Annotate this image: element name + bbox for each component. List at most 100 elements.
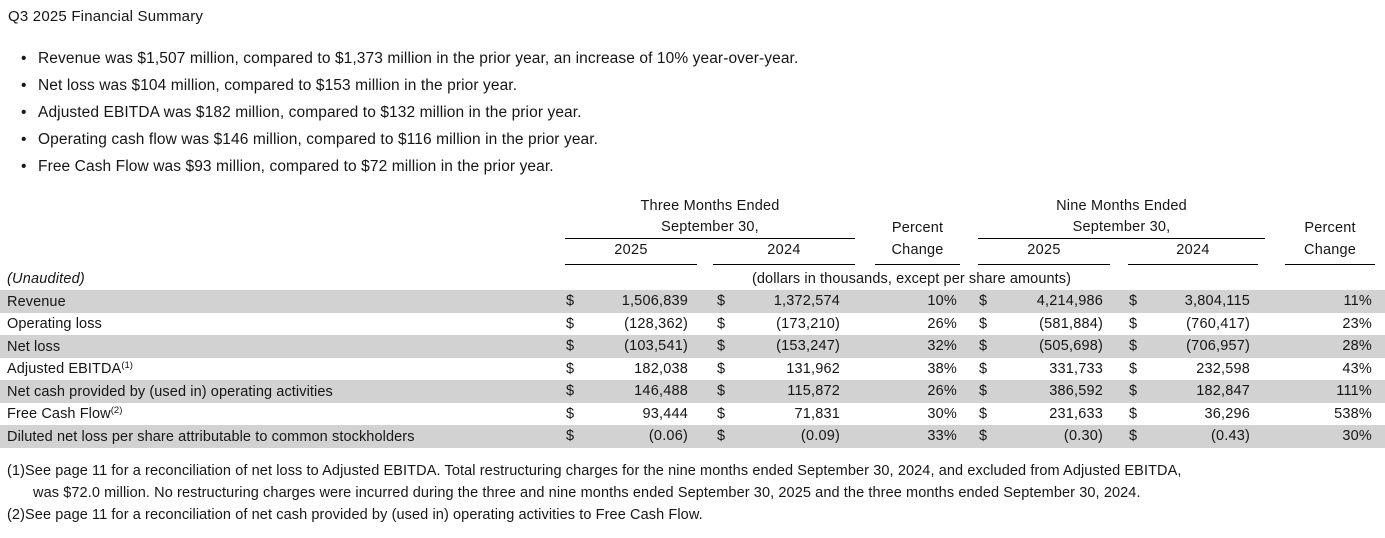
percent-change-3m: 33%: [927, 428, 958, 445]
value-9m-2025: 331,733: [1049, 360, 1104, 377]
percent-change-9m: 11%: [1343, 293, 1373, 310]
table-row-operating-loss: Operating loss $ (128,362) $ (173,210) 2…: [0, 313, 1385, 336]
three-months-date: September 30,: [661, 218, 759, 235]
currency-symbol: $: [979, 315, 988, 332]
value-3m-2024: 131,962: [786, 360, 841, 377]
currency-symbol: $: [566, 383, 575, 400]
footnote-1-line-1: (1)See page 11 for a reconciliation of n…: [7, 462, 1182, 479]
financial-summary-page: Q3 2025 Financial Summary • Revenue was $…: [0, 8, 1385, 538]
row-label: Free Cash Flow: [7, 406, 111, 423]
value-3m-2024: (153,247): [776, 338, 841, 355]
table-row-net-cash-operating: Net cash provided by (used in) operating…: [0, 380, 1385, 403]
highlights-list: • Revenue was $1,507 million, compared to…: [0, 45, 1385, 180]
currency-symbol: $: [717, 293, 726, 310]
currency-symbol: $: [566, 315, 575, 332]
value-9m-2025: 4,214,986: [1036, 293, 1104, 310]
percent-change-3m: 30%: [927, 405, 958, 422]
value-3m-2025: (0.06): [648, 428, 688, 445]
row-label: Operating loss: [7, 316, 102, 333]
percent-change-3m: 26%: [927, 383, 958, 400]
currency-symbol: $: [717, 383, 726, 400]
highlight-text: Operating cash flow was $146 million, co…: [38, 131, 599, 148]
highlight-text: Revenue was $1,507 million, compared to …: [38, 50, 799, 67]
col-header-3m-2025: 2025: [558, 239, 697, 265]
nine-months-label: Nine Months Ended: [1056, 198, 1187, 214]
value-9m-2024: 232,598: [1196, 360, 1251, 377]
table-row-diluted-net-loss-per-share: Diluted net loss per share attributable …: [0, 425, 1385, 448]
currency-symbol: $: [979, 338, 988, 355]
unaudited-label: (Unaudited): [7, 271, 85, 287]
value-9m-2024: 36,296: [1204, 405, 1251, 422]
percent-change-9m: 28%: [1342, 338, 1373, 355]
bullet-icon: •: [21, 77, 27, 94]
percent-change-9m: 30%: [1342, 428, 1373, 445]
percent-change-9m: 43%: [1342, 360, 1373, 377]
value-3m-2024: 115,872: [787, 383, 841, 400]
value-9m-2025: 386,592: [1049, 383, 1104, 400]
currency-symbol: $: [1129, 338, 1138, 355]
bullet-icon: •: [21, 104, 27, 121]
percent-change-3m: 26%: [927, 315, 958, 332]
currency-symbol: $: [1129, 360, 1138, 377]
header-spacer: [0, 239, 558, 265]
percent-change-9m: 111%: [1336, 383, 1373, 400]
three-months-group-header: Three Months Ended September 30,: [558, 196, 856, 239]
row-label: Adjusted EBITDA: [7, 361, 122, 378]
row-label: Net cash provided by (used in) operating…: [7, 383, 333, 400]
currency-symbol: $: [566, 360, 575, 377]
currency-symbol: $: [717, 315, 726, 332]
value-3m-2025: 182,038: [634, 360, 688, 377]
percent-change-9m: 538%: [1334, 405, 1373, 422]
bullet-icon: •: [21, 50, 27, 67]
highlight-net-loss: • Net loss was $104 million, compared to …: [0, 72, 1385, 99]
footnote-marker: (1): [121, 360, 133, 372]
highlight-text: Adjusted EBITDA was $182 million, compar…: [38, 104, 582, 121]
currency-symbol: $: [1129, 405, 1138, 422]
currency-symbol: $: [717, 405, 726, 422]
nine-months-group-header: Nine Months Ended September 30,: [965, 196, 1266, 239]
table-row-free-cash-flow: Free Cash Flow(2) $ 93,444 $ 71,831 30% …: [0, 403, 1385, 426]
value-3m-2024: 1,372,574: [773, 293, 841, 310]
percent-change-header-9m: Percent Change: [1265, 196, 1385, 265]
value-3m-2025: 146,488: [634, 383, 688, 400]
col-header-9m-2024: 2024: [1110, 239, 1265, 265]
value-3m-2025: (103,541): [624, 338, 688, 355]
currency-symbol: $: [1129, 315, 1138, 332]
table-row-net-loss: Net loss $ (103,541) $ (153,247) 32% $ (…: [0, 335, 1385, 358]
value-3m-2024: 71,831: [794, 405, 841, 422]
percent-change-3m: 32%: [927, 338, 958, 355]
footnote-2: (2)See page 11 for a reconciliation of n…: [7, 507, 703, 524]
highlight-operating-cash-flow: • Operating cash flow was $146 million, c…: [0, 126, 1385, 153]
highlight-text: Net loss was $104 million, compared to $…: [38, 77, 518, 94]
col-header-3m-2024: 2024: [697, 239, 856, 265]
value-9m-2025: (0.30): [1063, 428, 1104, 445]
bullet-icon: •: [21, 131, 27, 148]
row-label: Net loss: [7, 338, 61, 355]
value-3m-2024: (173,210): [776, 315, 841, 332]
value-3m-2025: 1,506,839: [621, 293, 688, 310]
currency-symbol: $: [1129, 383, 1138, 400]
col-header-9m-2025: 2025: [965, 239, 1111, 265]
three-months-label: Three Months Ended: [640, 198, 780, 214]
percent-change-3m: 38%: [927, 360, 958, 377]
currency-symbol: $: [566, 338, 575, 355]
row-label: Revenue: [7, 293, 66, 310]
header-spacer: [0, 196, 558, 239]
highlight-adjusted-ebitda: • Adjusted EBITDA was $182 million, compa…: [0, 99, 1385, 126]
currency-symbol: $: [979, 293, 988, 310]
value-9m-2025: 231,633: [1049, 405, 1104, 422]
value-9m-2025: (581,884): [1039, 315, 1104, 332]
value-9m-2025: (505,698): [1039, 338, 1104, 355]
percent-change-3m: 10%: [927, 293, 958, 310]
currency-symbol: $: [717, 338, 726, 355]
footnote-1-line-2: was $72.0 million. No restructuring char…: [33, 484, 1141, 501]
page-title: Q3 2025 Financial Summary: [8, 8, 204, 25]
highlight-text: Free Cash Flow was $93 million, compared…: [38, 158, 554, 175]
footnotes: (1)See page 11 for a reconciliation of n…: [0, 460, 1385, 527]
header-spacer: [1265, 265, 1385, 290]
currency-symbol: $: [1129, 293, 1138, 310]
percent-change-9m: 23%: [1342, 315, 1373, 332]
financial-results-table: Three Months Ended September 30, Percent…: [0, 196, 1385, 448]
currency-symbol: $: [566, 405, 575, 422]
value-9m-2024: (0.43): [1210, 428, 1251, 445]
